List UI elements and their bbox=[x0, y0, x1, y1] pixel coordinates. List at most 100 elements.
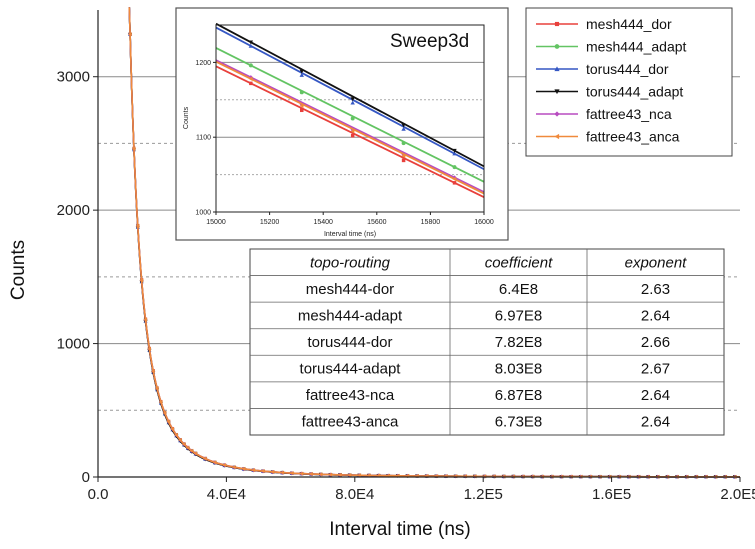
legend-swatch-marker bbox=[554, 133, 560, 140]
series-marker-fattree43_anca bbox=[139, 278, 144, 283]
inset-x-axis-title: Interval time (ns) bbox=[324, 231, 376, 238]
series-marker-fattree43_anca bbox=[203, 456, 207, 461]
inset-line-torus444_adapt bbox=[215, 22, 485, 168]
inset-x-tick-label: 15400 bbox=[313, 219, 333, 226]
series-marker-fattree43_anca bbox=[166, 419, 171, 424]
inset-axes bbox=[213, 24, 485, 215]
table-cell: 2.66 bbox=[641, 334, 670, 351]
inset-marker-torus444_dor bbox=[299, 72, 304, 77]
legend-label: mesh444_adapt bbox=[586, 39, 687, 55]
series-marker-fattree43_anca bbox=[170, 426, 175, 431]
x-tick-label: 1.6E5 bbox=[592, 486, 631, 503]
table-cell: 2.64 bbox=[641, 414, 670, 431]
table-cell: 8.03E8 bbox=[495, 361, 543, 378]
inset-marker-mesh444_adapt bbox=[401, 141, 406, 146]
legend-item-mesh444_adapt: mesh444_adapt bbox=[536, 39, 687, 55]
inset-y-axis-title: Counts bbox=[183, 106, 190, 129]
inset-marker-fattree43_anca bbox=[299, 103, 304, 108]
inset-series-mesh444_adapt bbox=[215, 47, 485, 183]
series-marker-fattree43_anca bbox=[147, 346, 151, 351]
series-marker-fattree43_anca bbox=[131, 146, 136, 151]
y-tick-label: 3000 bbox=[57, 69, 90, 86]
table-header-cell: coefficient bbox=[485, 254, 553, 271]
series-marker-fattree43_anca bbox=[174, 432, 178, 437]
inset-marker-mesh444_dor bbox=[401, 158, 406, 163]
series-marker-fattree43_anca bbox=[128, 32, 132, 37]
x-tick-label: 0.0 bbox=[88, 486, 109, 503]
series-marker-fattree43_anca bbox=[185, 445, 190, 450]
inset-marker-fattree43_anca bbox=[350, 129, 355, 134]
series-marker-fattree43_anca bbox=[318, 472, 323, 477]
table-cell: 6.4E8 bbox=[499, 281, 538, 298]
inset-marker-fattree43_anca bbox=[452, 176, 457, 182]
inset-y-tick-labels: 1000 1100 1200 bbox=[195, 60, 211, 217]
inset-y-tick-label: 1200 bbox=[195, 60, 211, 67]
x-tick-label: 1.2E5 bbox=[464, 486, 503, 503]
inset-marker-torus444_adapt bbox=[248, 40, 254, 45]
series-marker-fattree43_anca bbox=[241, 466, 246, 471]
legend-swatch-marker bbox=[554, 66, 560, 72]
table-cell: 2.63 bbox=[641, 281, 670, 298]
inset-marker-torus444_adapt bbox=[401, 123, 406, 128]
legend-item-mesh444_dor: mesh444_dor bbox=[536, 16, 672, 32]
inset-gridlines bbox=[216, 61, 484, 176]
legend-item-fattree43_anca: fattree43_anca bbox=[536, 129, 680, 145]
table-cell: torus444-adapt bbox=[300, 361, 402, 378]
inset-plot-frame bbox=[215, 24, 485, 213]
inset-marker-mesh444_adapt bbox=[452, 165, 457, 170]
table-cell: 7.82E8 bbox=[495, 334, 543, 351]
inset-line-torus444_dor bbox=[215, 26, 485, 171]
inset-line-fattree43_anca bbox=[215, 60, 485, 195]
table-cell: fattree43-anca bbox=[302, 414, 399, 431]
inset-marker-torus444_dor bbox=[248, 43, 254, 48]
series-marker-fattree43_anca bbox=[251, 468, 255, 473]
legend-swatch-marker bbox=[554, 89, 560, 95]
y-axis-title: Counts bbox=[8, 240, 29, 300]
inset-marker-torus444_adapt bbox=[452, 148, 457, 153]
inset-series-torus444_dor bbox=[215, 26, 485, 171]
inset-x-tick-label: 16000 bbox=[474, 219, 494, 226]
inset-marker-torus444_dor bbox=[452, 151, 457, 156]
legend-swatch-marker bbox=[554, 111, 560, 117]
legend-label: torus444_dor bbox=[586, 61, 669, 77]
table-cell: torus444-dor bbox=[307, 334, 392, 351]
series-marker-fattree43_anca bbox=[280, 470, 284, 475]
inset-y-tick-label: 1000 bbox=[195, 210, 211, 217]
table-cell: 2.64 bbox=[641, 387, 670, 404]
inset-x-tick-label: 15800 bbox=[421, 219, 441, 226]
inset-marker-torus444_adapt bbox=[350, 97, 355, 102]
y-tick-label: 1000 bbox=[57, 336, 90, 353]
inset-series-torus444_adapt bbox=[215, 22, 485, 168]
table-cell: mesh444-adapt bbox=[298, 307, 403, 324]
series-marker-fattree43_anca bbox=[289, 471, 294, 476]
series-marker-fattree43_anca bbox=[162, 410, 167, 415]
legend-swatch-marker bbox=[554, 44, 560, 49]
table-cell: 6.97E8 bbox=[495, 307, 543, 324]
table-cell: 2.64 bbox=[641, 307, 670, 324]
table-cell: 6.73E8 bbox=[495, 414, 543, 431]
series-marker-fattree43_anca bbox=[309, 472, 313, 477]
inset-marker-mesh444_dor bbox=[350, 133, 355, 138]
series-marker-fattree43_anca bbox=[158, 400, 163, 405]
series-marker-fattree43_anca bbox=[212, 460, 217, 465]
legend-label: mesh444_dor bbox=[586, 16, 672, 32]
table-cell: mesh444-dor bbox=[306, 281, 394, 298]
legend-item-torus444_dor: torus444_dor bbox=[536, 61, 669, 77]
table-frame bbox=[249, 248, 725, 436]
legend-item-torus444_adapt: torus444_adapt bbox=[536, 84, 683, 100]
inset-marker-mesh444_adapt bbox=[248, 63, 253, 68]
inset-marker-mesh444_dor bbox=[249, 81, 253, 86]
y-tick-label: 2000 bbox=[57, 202, 90, 219]
inset-chart: 15000 15200 15400 15600 15800 16000 100011001… bbox=[175, 7, 509, 241]
table-header-cell: topo-routing bbox=[310, 254, 391, 271]
inset-marker-torus444_adapt bbox=[299, 69, 304, 74]
inset-line-fattree43_nca bbox=[215, 59, 485, 193]
inset-y-tick-label: 1100 bbox=[196, 135, 211, 142]
series-marker-fattree43_anca bbox=[270, 469, 275, 474]
series-marker-fattree43_anca bbox=[299, 471, 304, 476]
inset-x-tick-label: 15000 bbox=[206, 219, 226, 226]
x-tick-label: 8.0E4 bbox=[335, 486, 374, 503]
inset-marker-mesh444_adapt bbox=[299, 90, 304, 95]
series-marker-fattree43_anca bbox=[347, 473, 352, 478]
